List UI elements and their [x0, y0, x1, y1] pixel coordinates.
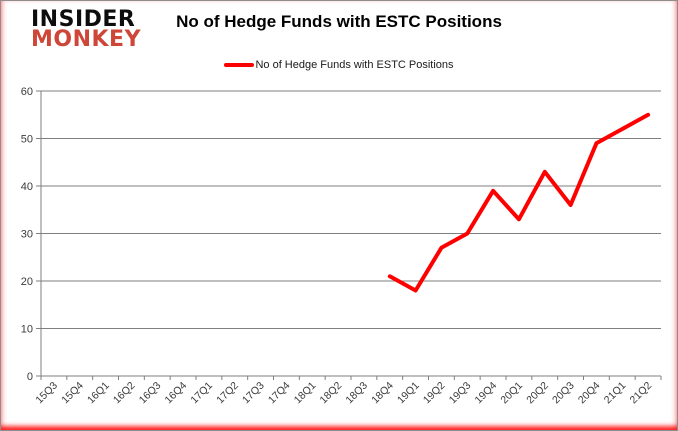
xtick-label-18Q1: 18Q1: [292, 380, 319, 407]
xtick-label-21Q2: 21Q2: [628, 380, 655, 407]
xtick-label-19Q2: 19Q2: [421, 380, 448, 407]
xtick-label-17Q1: 17Q1: [188, 380, 215, 407]
xtick-label-16Q4: 16Q4: [163, 380, 190, 407]
xtick-label-20Q2: 20Q2: [524, 380, 551, 407]
xtick-label-17Q4: 17Q4: [266, 380, 293, 407]
ytick-label-0: 0: [27, 371, 33, 383]
xtick-label-19Q3: 19Q3: [447, 380, 474, 407]
series-line: [387, 112, 651, 293]
xtick-label-20Q4: 20Q4: [576, 380, 603, 407]
legend: No of Hedge Funds with ESTC Positions: [1, 59, 677, 71]
xtick-label-18Q4: 18Q4: [369, 380, 396, 407]
ytick-label-20: 20: [21, 276, 33, 288]
ytick-label-50: 50: [21, 134, 33, 146]
logo-text-insider: INSIDER: [31, 7, 136, 32]
ytick-label-30: 30: [21, 229, 33, 241]
xtick-label-19Q4: 19Q4: [473, 380, 500, 407]
xtick-label-16Q2: 16Q2: [111, 380, 138, 407]
xtick-label-16Q1: 16Q1: [85, 380, 112, 407]
xtick-label-21Q1: 21Q1: [602, 380, 629, 407]
ytick-label-10: 10: [21, 324, 33, 336]
ytick-label-60: 60: [21, 86, 33, 98]
xtick-label-18Q3: 18Q3: [343, 380, 370, 407]
xtick-label-17Q2: 17Q2: [214, 380, 241, 407]
legend-line-swatch: [224, 63, 255, 67]
insider-monkey-logo: INSIDER MONKEY: [31, 7, 142, 53]
xtick-label-18Q2: 18Q2: [318, 380, 345, 407]
xtick-label-17Q3: 17Q3: [240, 380, 267, 407]
logo-text-monkey: MONKEY: [31, 27, 142, 53]
xtick-label-20Q3: 20Q3: [550, 380, 577, 407]
xtick-label-20Q1: 20Q1: [498, 380, 525, 407]
xtick-label-16Q3: 16Q3: [137, 380, 164, 407]
legend-series-label: No of Hedge Funds with ESTC Positions: [255, 59, 454, 71]
ytick-label-40: 40: [21, 181, 33, 193]
xtick-label-15Q4: 15Q4: [59, 380, 86, 407]
chart-title: No of Hedge Funds with ESTC Positions: [176, 12, 502, 31]
xtick-label-19Q1: 19Q1: [395, 380, 422, 407]
xtick-label-15Q3: 15Q3: [33, 380, 60, 407]
